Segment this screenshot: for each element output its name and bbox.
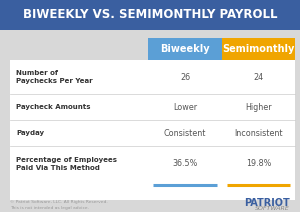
Text: 19.8%: 19.8%	[246, 159, 271, 169]
Text: PATRIOT: PATRIOT	[244, 198, 290, 208]
Bar	[10, 60, 295, 182]
Text: Higher: Higher	[245, 102, 272, 112]
Text: SOFTWARE: SOFTWARE	[255, 206, 290, 211]
Text: Paycheck Amounts: Paycheck Amounts	[16, 104, 91, 110]
Text: © Patriot Software, LLC. All Rights Reserved.
This is not intended as legal advi: © Patriot Software, LLC. All Rights Rese…	[10, 200, 108, 209]
Text: BIWEEKLY VS. SEMIMONTHLY PAYROLL: BIWEEKLY VS. SEMIMONTHLY PAYROLL	[23, 8, 277, 21]
Bar	[222, 38, 295, 60]
Text: Semimonthly: Semimonthly	[222, 44, 295, 54]
Text: Biweekly: Biweekly	[160, 44, 210, 54]
Text: 24: 24	[254, 73, 264, 81]
Text: Inconsistent: Inconsistent	[234, 128, 283, 138]
Text: Number of
Paychecks Per Year: Number of Paychecks Per Year	[16, 70, 93, 84]
Bar	[10, 60, 295, 200]
Text: Lower: Lower	[173, 102, 197, 112]
Text: Consistent: Consistent	[164, 128, 206, 138]
Text: Percentage of Employees
Paid Via This Method: Percentage of Employees Paid Via This Me…	[16, 157, 117, 171]
Text: 36.5%: 36.5%	[172, 159, 198, 169]
Text: Payday: Payday	[16, 130, 44, 136]
Text: 26: 26	[180, 73, 190, 81]
Bar	[148, 38, 222, 60]
Bar	[0, 0, 300, 30]
